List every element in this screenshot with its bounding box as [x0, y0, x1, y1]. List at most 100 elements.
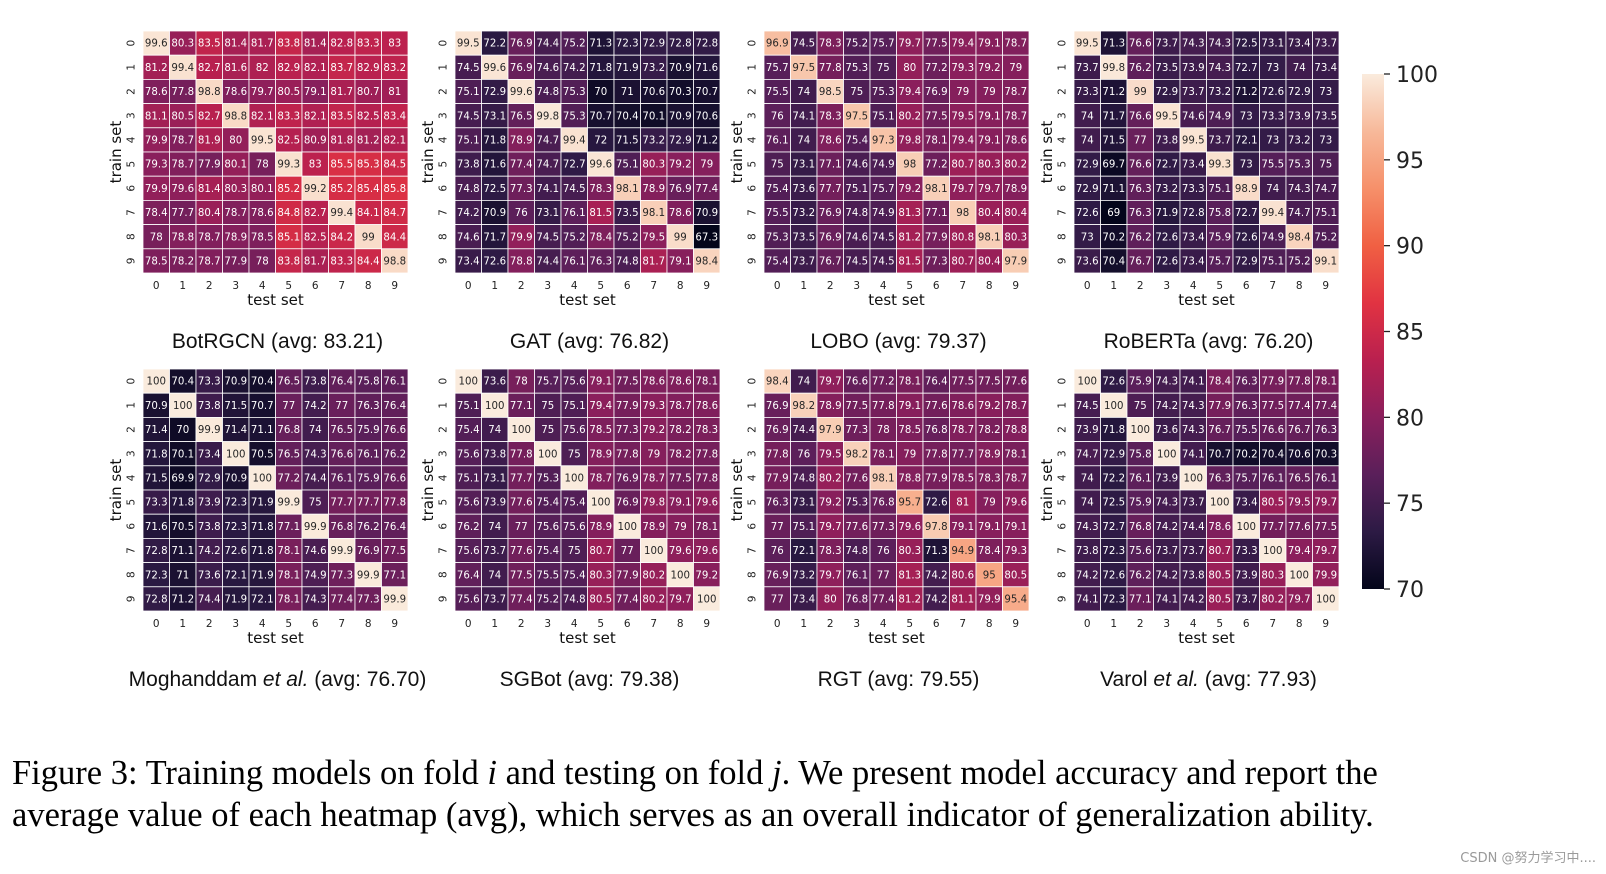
y-tick-label: 7: [126, 547, 138, 554]
cell-value-label: 80.3: [224, 184, 247, 195]
caption-var-i: i: [487, 754, 497, 792]
y-tick-label: 8: [747, 233, 759, 240]
cell-value-label: 81.7: [642, 257, 665, 268]
cell-value-label: 77.1: [510, 401, 533, 412]
cell-value-label: 76.1: [563, 208, 586, 219]
heatmap-cell: [195, 538, 223, 564]
heatmap-cell: [381, 441, 409, 467]
heatmap-cell: [301, 538, 329, 564]
cell-value-label: 98.1: [872, 474, 895, 485]
x-tick-label: 7: [338, 618, 345, 630]
x-tick-label: 8: [365, 618, 372, 630]
cell-value-label: 98.1: [616, 184, 639, 195]
heatmap-cell: [1259, 441, 1287, 467]
heatmap-cell: [507, 538, 535, 564]
cell-value-label: 76.3: [1129, 184, 1152, 195]
heatmap-cell: [301, 441, 329, 467]
heatmap-cell: [1179, 513, 1207, 539]
cell-value-label: 78.7: [171, 160, 194, 171]
heatmap-cell: [949, 79, 977, 105]
heatmap-cell: [560, 416, 588, 442]
heatmap-cell: [613, 224, 641, 250]
heatmap-cell: [816, 489, 844, 515]
heatmap-cell: [381, 175, 409, 201]
heatmap-cell: [1285, 465, 1313, 491]
cell-value-label: 83.5: [330, 111, 353, 122]
cell-value-label: 76.6: [845, 377, 868, 388]
y-tick-label: 6: [747, 523, 759, 530]
heatmap-cell: [534, 586, 562, 612]
cell-value-label: 73.2: [1208, 87, 1231, 98]
cell-value-label: 77.8: [695, 474, 718, 485]
cell-value-label: 79.9: [145, 184, 168, 195]
cell-value-label: 82.7: [198, 63, 221, 74]
heatmap-cell: [587, 416, 615, 442]
cell-value-label: 75.4: [766, 257, 789, 268]
x-tick-label: 1: [491, 280, 498, 292]
heatmap-cell: [301, 199, 329, 225]
cell-value-label: 100: [1210, 498, 1229, 509]
cell-value-label: 76.6: [1261, 425, 1284, 436]
cell-value-label: 79.6: [1004, 498, 1027, 509]
heatmap-cell: [1002, 441, 1030, 467]
cell-value-label: 70.4: [171, 377, 194, 388]
cell-value-label: 74.8: [536, 87, 559, 98]
cell-value-label: 99.4: [563, 136, 586, 147]
cell-value-label: 77.4: [1288, 401, 1311, 412]
x-tick-label: 4: [880, 618, 887, 630]
cell-value-label: 74.5: [457, 63, 480, 74]
heatmap-cell: [763, 392, 791, 418]
y-tick-label: 5: [747, 161, 759, 168]
heatmap-cell: [195, 248, 223, 274]
cell-value-label: 82.8: [330, 39, 353, 50]
heatmap-cell: [1206, 489, 1234, 515]
y-tick-label: 5: [1057, 161, 1069, 168]
heatmap-cell: [507, 465, 535, 491]
cell-value-label: 77.6: [845, 522, 868, 533]
subplot-title: Moghanddam et al. (avg: 76.70): [129, 668, 427, 691]
heatmap-cell: [949, 248, 977, 274]
cell-value-label: 73: [1240, 160, 1253, 171]
cell-value-label: 74.7: [536, 136, 559, 147]
heatmap-cell: [1002, 199, 1030, 225]
cell-value-label: 74.6: [457, 232, 480, 243]
colorbar-tick-label: 90: [1396, 235, 1424, 260]
heatmap-cell: [354, 127, 382, 153]
heatmap-sgbot: 100 73.6 78 75.7 75.6 79.1 77.5 78.6 78.6 78.175.…: [419, 368, 721, 691]
cell-value-label: 78.4: [589, 232, 612, 243]
cell-value-label: 74.9: [304, 570, 327, 581]
y-tick-label: 7: [438, 547, 450, 554]
cell-value-label: 73.9: [1288, 111, 1311, 122]
heatmap-cell: [922, 224, 950, 250]
heatmap-cell: [1259, 416, 1287, 442]
heatmap-cell: [1073, 538, 1101, 564]
heatmap-cell: [534, 562, 562, 588]
heatmap-cell: [922, 489, 950, 515]
heatmap-cell: [354, 79, 382, 105]
cell-value-label: 79.2: [978, 63, 1001, 74]
cell-value-label: 78.9: [510, 136, 533, 147]
cell-value-label: 74.1: [1155, 595, 1178, 606]
cell-value-label: 78.3: [819, 39, 842, 50]
x-tick-label: 9: [1012, 280, 1019, 292]
cell-value-label: 79.6: [695, 498, 718, 509]
y-tick-label: 9: [126, 596, 138, 603]
cell-value-label: 79.3: [145, 160, 168, 171]
heatmap-cell: [222, 175, 250, 201]
heatmap-cell: [1179, 392, 1207, 418]
cell-value-label: 81.8: [330, 136, 353, 147]
cell-value-label: 81.7: [251, 39, 274, 50]
cell-value-label: 100: [1078, 377, 1097, 388]
heatmap-cell: [869, 54, 897, 80]
y-tick-label: 2: [747, 88, 759, 95]
cell-value-label: 74.6: [304, 546, 327, 557]
cell-value-label: 74.5: [536, 232, 559, 243]
cell-value-label: 83.7: [330, 63, 353, 74]
heatmap-cell: [328, 199, 356, 225]
cell-value-label: 82.5: [277, 136, 300, 147]
cell-value-label: 75: [568, 546, 581, 557]
heatmap-cell: [1153, 465, 1181, 491]
x-tick-label: 3: [544, 280, 551, 292]
cell-value-label: 78.6: [145, 87, 168, 98]
heatmap-cell: [534, 151, 562, 177]
